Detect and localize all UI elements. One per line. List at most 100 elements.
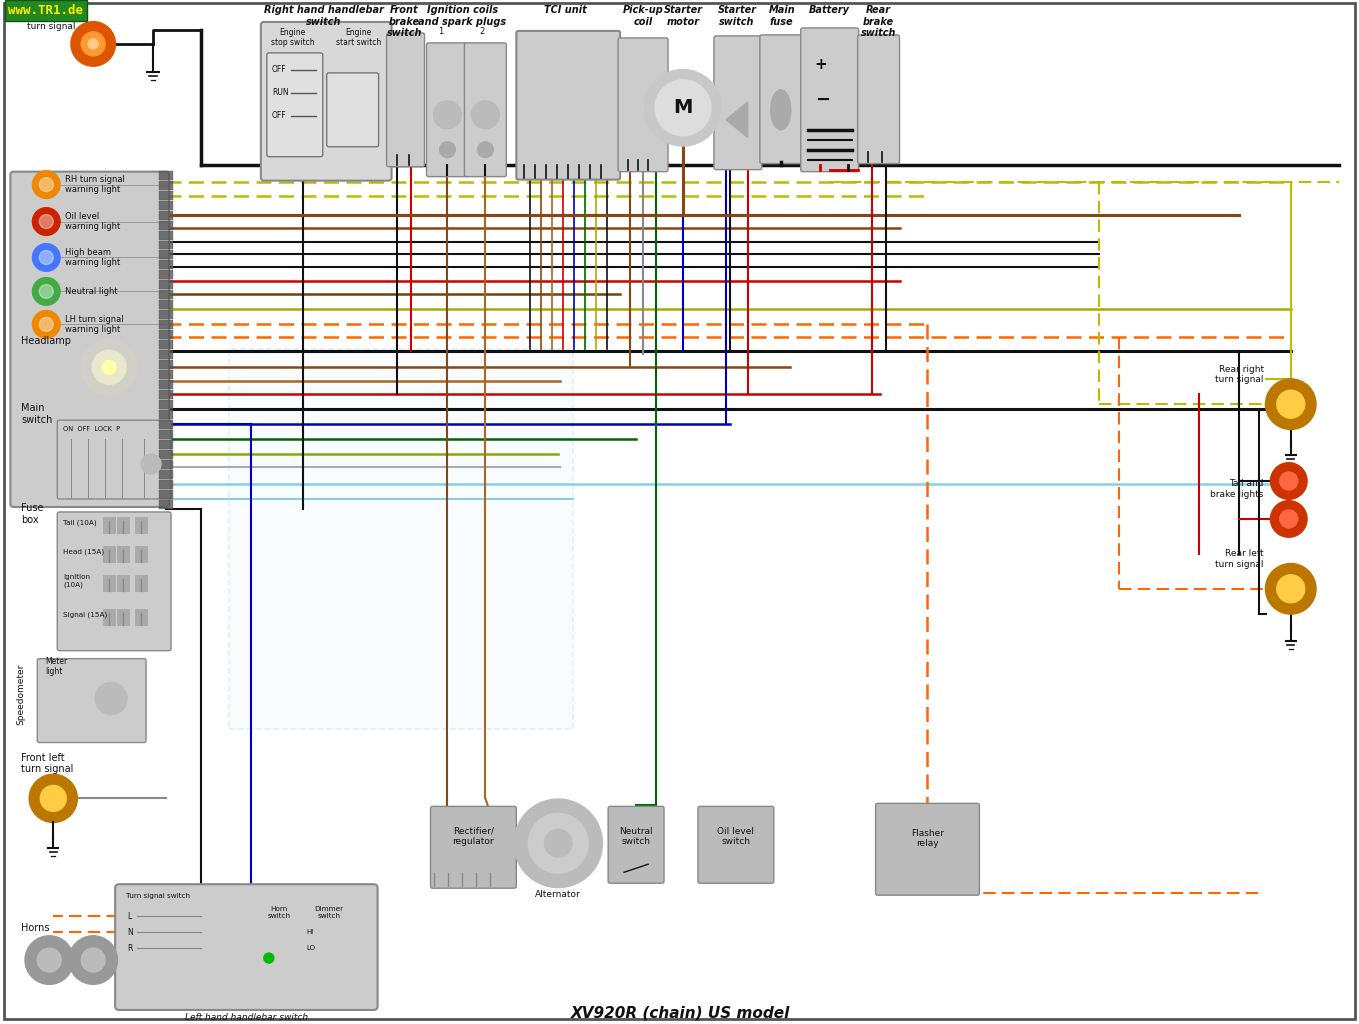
Bar (159, 470, 173, 479)
FancyBboxPatch shape (261, 22, 391, 180)
FancyBboxPatch shape (228, 349, 573, 728)
Circle shape (472, 100, 499, 129)
Circle shape (264, 953, 273, 963)
Text: turn signal: turn signal (27, 22, 76, 31)
Text: ON  OFF  LOCK  P: ON OFF LOCK P (64, 426, 121, 432)
Text: Ignition
(10A): Ignition (10A) (64, 574, 90, 588)
Text: www.TR1.de: www.TR1.de (8, 4, 83, 17)
Bar (159, 500, 173, 509)
Text: Speedometer: Speedometer (16, 664, 26, 725)
FancyBboxPatch shape (858, 35, 900, 164)
FancyBboxPatch shape (116, 884, 378, 1010)
Circle shape (1280, 472, 1298, 490)
Text: Neutral
switch: Neutral switch (620, 826, 652, 846)
Text: Dimmer
switch: Dimmer switch (314, 906, 344, 920)
Bar (159, 350, 173, 359)
Bar (159, 291, 173, 299)
FancyBboxPatch shape (326, 73, 379, 146)
Text: Rectifier/
regulator: Rectifier/ regulator (453, 826, 495, 846)
Circle shape (33, 171, 60, 199)
Text: Signal (15A): Signal (15A) (64, 611, 107, 618)
Text: 1: 1 (438, 27, 443, 36)
Bar (159, 220, 173, 229)
Circle shape (39, 317, 53, 332)
Text: Alternator: Alternator (535, 890, 582, 899)
Text: N: N (128, 928, 133, 937)
Bar (159, 400, 173, 410)
Bar (159, 300, 173, 309)
Bar (103, 546, 116, 562)
Circle shape (26, 936, 73, 984)
Circle shape (1265, 564, 1316, 613)
Circle shape (33, 208, 60, 236)
Text: Rear right
turn signal: Rear right turn signal (1215, 365, 1264, 384)
Ellipse shape (771, 90, 791, 130)
Bar (159, 201, 173, 210)
Text: Rear left
turn signal: Rear left turn signal (1215, 549, 1264, 568)
Circle shape (95, 683, 128, 715)
Circle shape (646, 70, 720, 145)
Bar (159, 371, 173, 379)
Circle shape (102, 360, 116, 374)
Circle shape (477, 141, 493, 158)
Circle shape (33, 278, 60, 305)
Text: Oil level
switch: Oil level switch (718, 826, 754, 846)
Bar (135, 608, 147, 625)
Text: Pick-up
coil: Pick-up coil (622, 5, 663, 27)
FancyBboxPatch shape (607, 806, 665, 884)
Text: Battery: Battery (809, 5, 851, 15)
Bar (159, 190, 173, 200)
Bar (159, 490, 173, 499)
Bar (159, 340, 173, 349)
Bar (159, 390, 173, 399)
Text: Engine
stop switch: Engine stop switch (270, 28, 314, 47)
Bar (159, 430, 173, 439)
Bar (159, 360, 173, 370)
Text: Ignition coils
and spark plugs: Ignition coils and spark plugs (419, 5, 507, 27)
Bar (159, 440, 173, 450)
Text: M: M (673, 98, 693, 118)
Text: Starter
switch: Starter switch (718, 5, 757, 27)
Bar (135, 546, 147, 562)
Bar (159, 251, 173, 259)
Bar (159, 230, 173, 240)
Bar (159, 420, 173, 429)
Text: TCI unit: TCI unit (544, 5, 587, 15)
Text: Front
brake
switch: Front brake switch (387, 5, 423, 38)
FancyBboxPatch shape (386, 33, 424, 167)
Circle shape (514, 800, 602, 887)
Text: Left hand handlebar switch: Left hand handlebar switch (185, 1013, 308, 1022)
Bar (159, 241, 173, 250)
Text: RH turn signal
warning light: RH turn signal warning light (65, 175, 125, 195)
Bar (159, 260, 173, 269)
Text: Turn signal switch: Turn signal switch (126, 893, 190, 899)
Bar (135, 574, 147, 591)
FancyBboxPatch shape (427, 43, 469, 177)
Circle shape (82, 339, 137, 395)
Bar (159, 451, 173, 459)
Text: HI: HI (307, 929, 314, 935)
Bar (159, 460, 173, 469)
Bar (103, 608, 116, 625)
Circle shape (1271, 501, 1307, 537)
FancyBboxPatch shape (875, 804, 980, 895)
Circle shape (82, 32, 105, 56)
Text: 2: 2 (480, 27, 485, 36)
Bar (159, 211, 173, 219)
Circle shape (39, 285, 53, 298)
Circle shape (69, 936, 117, 984)
Circle shape (30, 774, 77, 822)
Bar (117, 546, 129, 562)
FancyBboxPatch shape (760, 35, 802, 164)
Bar (159, 180, 173, 189)
Circle shape (1280, 510, 1298, 528)
FancyBboxPatch shape (57, 420, 171, 499)
Circle shape (37, 948, 61, 972)
Circle shape (1271, 463, 1307, 499)
Circle shape (141, 454, 162, 474)
Text: L: L (128, 911, 132, 921)
Bar (135, 517, 147, 532)
Text: Neutral light: Neutral light (65, 287, 118, 296)
Text: Engine
start switch: Engine start switch (336, 28, 382, 47)
Bar (103, 574, 116, 591)
